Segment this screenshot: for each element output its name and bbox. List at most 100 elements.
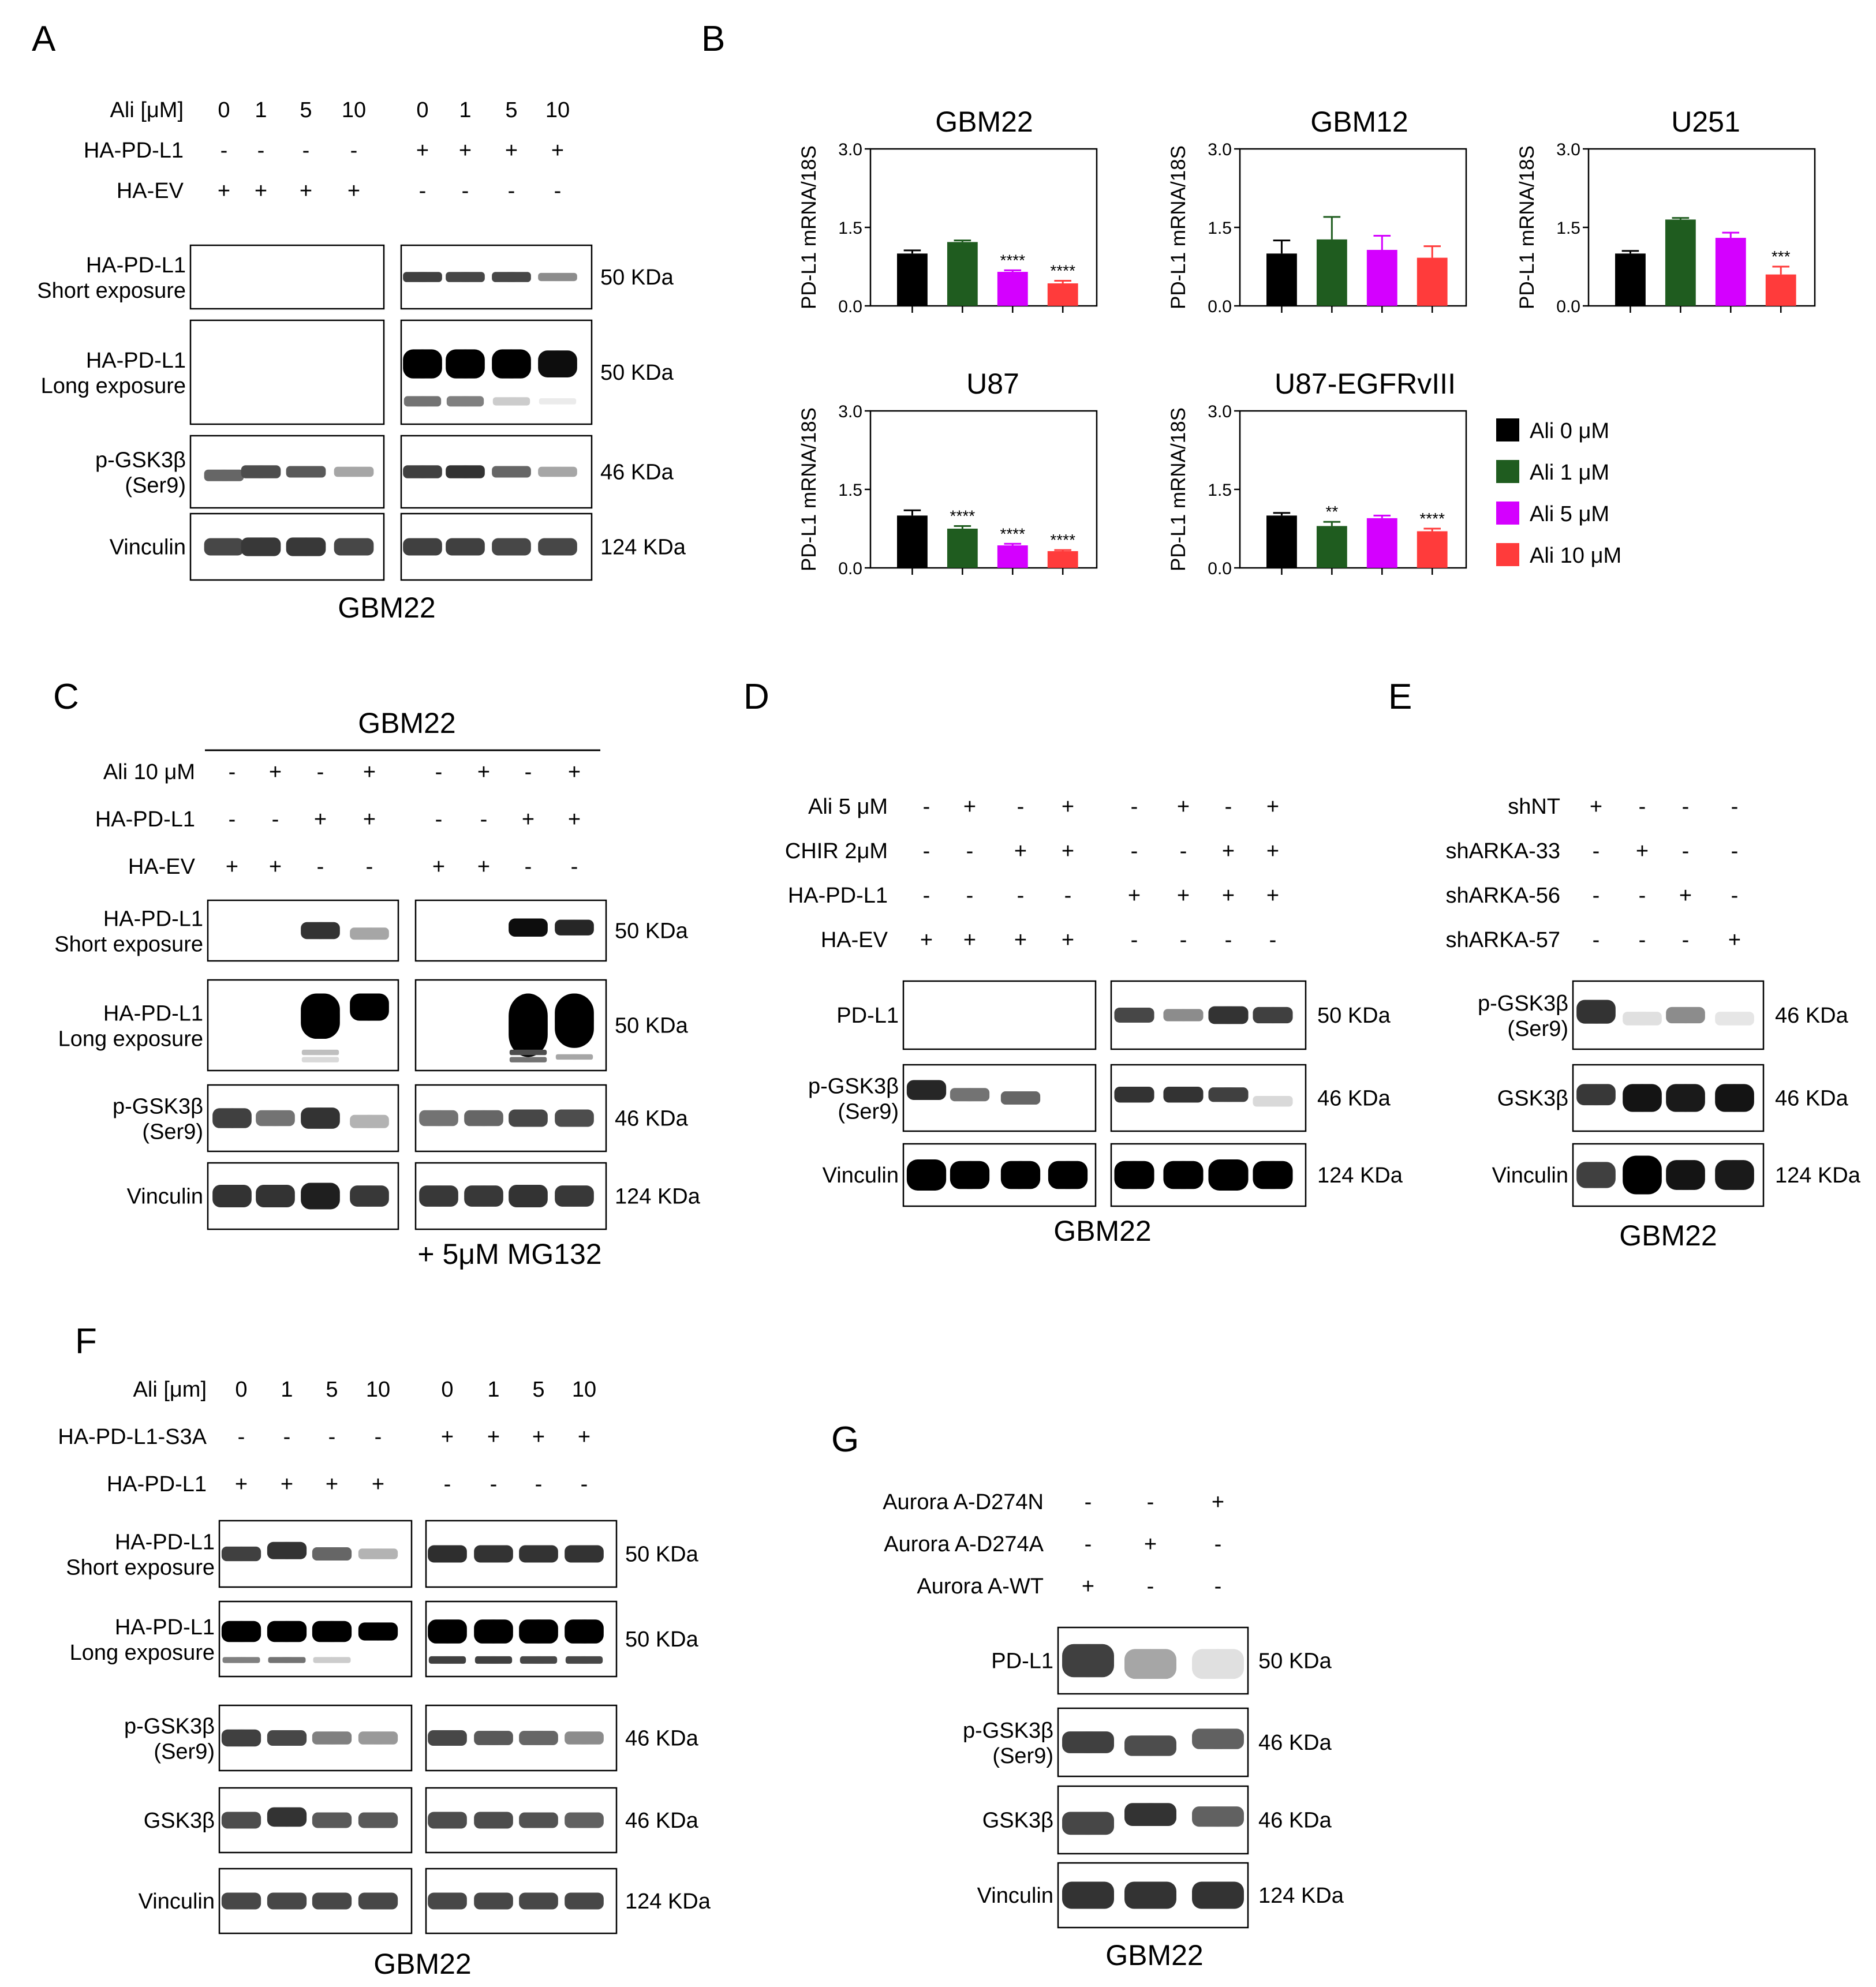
molecular-weight-label: 50 KDa [615,1014,689,1038]
band [474,1731,513,1745]
condition-value: - [571,855,578,879]
condition-value: - [1131,928,1138,952]
bar [1765,274,1796,306]
blot-frame [902,980,1097,1050]
condition-value: + [1062,839,1074,863]
molecular-weight-label: 46 KDa [1775,1087,1849,1111]
band [474,1812,513,1829]
condition-value: 5 [505,98,517,122]
condition-value: - [435,760,443,784]
condition-value: 10 [572,1378,596,1402]
bar-chart: U87 0.0 1.5 3.0 PD-L1 mRNA/18S **** **** **** [798,368,1098,578]
y-tick-label: 0.0 [838,559,862,578]
condition-value: - [1682,928,1690,952]
condition-value: - [229,760,236,784]
band [204,469,244,481]
band [312,1547,352,1561]
band [519,1731,558,1745]
condition-value: + [487,1425,500,1449]
blot-panel-g: Aurora A-D274N - - + Aurora A-D274A - + - Aurora… [883,1490,1344,1971]
band [428,1656,466,1664]
panel-caption: GBM22 [373,1948,472,1980]
condition-label: HA-PD-L1 [84,139,184,163]
molecular-weight-label: 124 KDa [615,1185,701,1209]
condition-value: + [363,807,376,832]
condition-value: 5 [300,98,312,122]
condition-label: HA-EV [821,928,888,952]
blot-label: PD-L1 [836,1004,899,1028]
band [358,1892,398,1910]
condition-label: HA-PD-L1 [107,1472,207,1496]
band [204,538,244,556]
band [350,1185,389,1207]
blot-label: Vinculin [139,1889,215,1914]
condition-value: + [226,855,238,879]
bar [1715,238,1746,306]
chart-title: GBM12 [1310,106,1408,138]
y-tick-label: 3.0 [1556,140,1580,159]
significance-label: **** [1050,531,1075,549]
blot-label: p-GSK3β [95,448,186,473]
band [241,465,281,478]
legend-label: Ali 0 μM [1530,419,1609,443]
molecular-weight-label: 46 KDa [1775,1004,1849,1028]
band [350,1114,389,1128]
band [301,922,340,940]
condition-value: - [1214,1532,1222,1556]
molecular-weight-label: 124 KDa [600,536,686,560]
blot-label: Long exposure [41,374,186,398]
condition-value: + [920,928,933,952]
band [474,1656,513,1664]
condition-label: Ali 5 μM [808,795,888,819]
condition-label: HA-PD-L1-S3A [58,1425,207,1449]
condition-value: + [1679,884,1692,908]
condition-value: - [1639,795,1646,819]
band [350,993,389,1021]
condition-value: + [551,139,564,163]
y-tick-label: 1.5 [1208,219,1232,238]
bar-chart: GBM22 0.0 1.5 3.0 PD-L1 mRNA/18S **** **** [798,106,1098,316]
bar-chart: GBM12 0.0 1.5 3.0 PD-L1 mRNA/18S [1167,106,1467,316]
blot-label: GSK3β [144,1809,215,1833]
blot-label: p-GSK3β [113,1095,203,1119]
condition-value: + [416,139,429,163]
condition-value: - [435,807,443,832]
band [519,1619,558,1644]
condition-value: - [1639,928,1646,952]
blot-label: (Ser9) [142,1120,203,1144]
legend-swatch [1496,502,1519,525]
y-tick-label: 0.0 [1208,559,1232,578]
condition-value: - [1225,928,1232,952]
panel-label-d: D [743,677,769,717]
condition-value: - [1593,928,1600,952]
condition-value: - [272,807,279,832]
band [419,1110,458,1127]
band [212,1108,252,1128]
legend-label: Ali 5 μM [1530,502,1609,526]
condition-value: - [1085,1490,1092,1514]
condition-value: - [419,179,427,203]
blot-panel-d: Ali 5 μM - + - + - + - + CHIR 2μM - - + + - - + + HA-PD-L1… [785,795,1403,1247]
blot-label: (Ser9) [154,1740,215,1764]
condition-value: + [459,139,472,163]
condition-value: - [508,179,515,203]
band [555,919,594,936]
panel-label-a: A [32,19,56,59]
band [1192,1728,1244,1749]
y-tick-label: 1.5 [1208,481,1232,500]
significance-label: **** [1050,261,1075,279]
band [519,1545,558,1563]
y-axis-label: PD-L1 mRNA/18S [1167,145,1190,309]
condition-value: - [525,760,532,784]
condition-value: 0 [218,98,230,122]
condition-value: + [441,1425,454,1449]
condition-value: + [1222,884,1235,908]
band [538,538,577,556]
condition-value: - [525,855,532,879]
condition-label: Aurora A-WT [917,1574,1044,1599]
y-tick-label: 1.5 [838,219,862,238]
band [539,398,577,405]
condition-value: - [581,1472,588,1496]
y-axis-label: PD-L1 mRNA/18S [798,145,820,309]
